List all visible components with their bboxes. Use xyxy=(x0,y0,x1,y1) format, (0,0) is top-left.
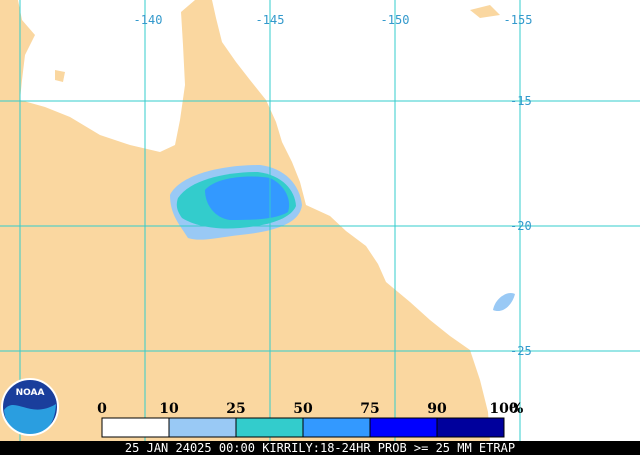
graticule xyxy=(0,0,640,441)
lon-label: -145 xyxy=(256,13,285,27)
lat-label: -20 xyxy=(510,219,532,233)
legend-label: 25 xyxy=(226,401,245,417)
legend-swatch xyxy=(302,417,371,438)
legend-swatch xyxy=(168,417,237,438)
lon-label: -155 xyxy=(504,13,533,27)
legend-label: 50 xyxy=(293,401,313,417)
island xyxy=(55,70,65,82)
caption: 25 JAN 24025 00:00 KIRRILY:18-24HR PROB … xyxy=(125,441,515,455)
legend-swatch xyxy=(369,417,438,438)
lat-label: -15 xyxy=(510,94,532,108)
legend-swatch xyxy=(235,417,304,438)
legend-label: 90 xyxy=(427,401,447,417)
logo-text: NOAA xyxy=(16,388,45,398)
island xyxy=(470,5,500,18)
legend-swatch xyxy=(101,417,170,438)
caption-bar xyxy=(0,441,640,455)
rain-area xyxy=(170,165,515,312)
legend-label: 75 xyxy=(360,401,379,417)
legend-label: 100 xyxy=(489,401,518,417)
legend-swatch xyxy=(436,417,505,438)
legend-unit: % xyxy=(510,401,523,417)
legend-label: 10 xyxy=(159,401,179,417)
lat-label: -25 xyxy=(510,344,532,358)
logo: NOAA xyxy=(1,378,59,436)
legend-label: 0 xyxy=(97,401,107,417)
lon-label: -150 xyxy=(381,13,410,27)
lon-label: -140 xyxy=(134,13,163,27)
